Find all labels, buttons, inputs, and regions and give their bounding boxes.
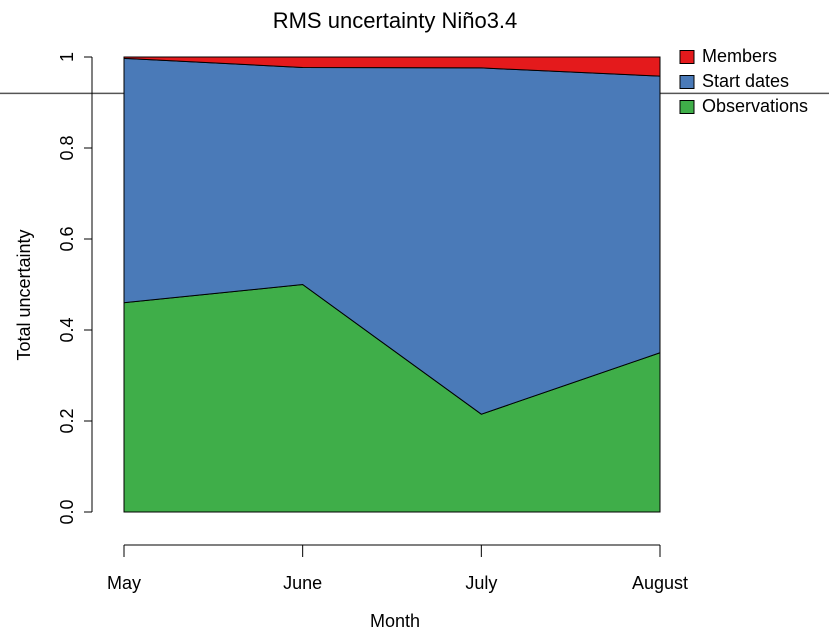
y-tick-label: 0.2: [57, 408, 77, 433]
legend-swatch: [679, 50, 695, 64]
y-tick-label: 0.4: [57, 317, 77, 342]
x-tick-label: May: [107, 573, 141, 593]
x-tick-label: June: [283, 573, 322, 593]
x-tick-label: July: [465, 573, 497, 593]
chart-title: RMS uncertainty Niño3.4: [273, 8, 518, 33]
x-axis-label: Month: [370, 611, 420, 631]
legend-label: Members: [702, 46, 777, 66]
legend-swatch: [679, 75, 695, 89]
y-tick-label: 0.8: [57, 135, 77, 160]
y-axis-label: Total uncertainty: [14, 229, 34, 360]
x-tick-label: August: [632, 573, 688, 593]
y-tick-label: 0.6: [57, 226, 77, 251]
y-tick-label: 1: [57, 52, 77, 62]
legend-label: Observations: [702, 96, 808, 116]
area: [123, 56, 661, 77]
legend-swatch: [679, 100, 695, 114]
y-tick-label: 0.0: [57, 499, 77, 524]
legend-label: Start dates: [702, 71, 789, 91]
